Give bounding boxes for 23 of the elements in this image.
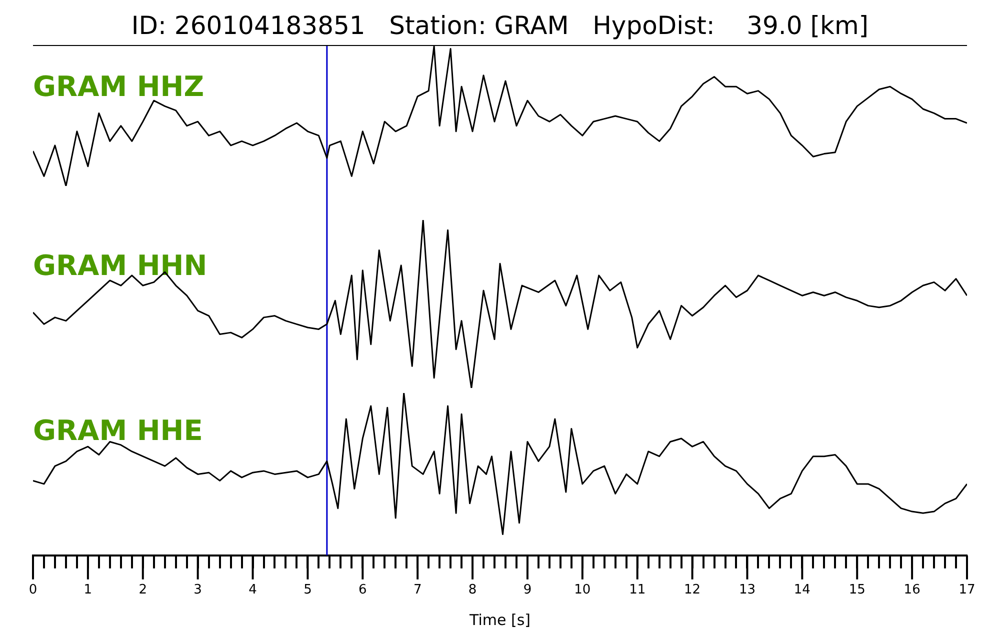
x-tick-label: 12 (684, 582, 701, 598)
x-tick-label: 3 (194, 582, 202, 598)
x-tick-label: 2 (138, 582, 148, 598)
chart-title: ID: 260104183851 Station: GRAM HypoDist: 39.0 [km] (33, 8, 967, 46)
x-tick-label: 8 (468, 582, 477, 598)
x-tick-label: 13 (738, 582, 756, 598)
x-tick-label: 15 (848, 582, 866, 598)
x-tick-label: 4 (248, 582, 257, 598)
series-label: GRAM HHE (33, 414, 203, 447)
series-label: GRAM HHZ (33, 70, 204, 103)
x-tick-label: 1 (84, 582, 92, 598)
x-tick-label: 0 (28, 582, 38, 598)
x-tick-label: 14 (794, 582, 810, 598)
x-tick-label: 6 (358, 582, 367, 598)
x-tick-label: 17 (958, 582, 976, 598)
x-tick-label: 10 (574, 582, 591, 598)
series-label: GRAM HHN (33, 249, 208, 282)
x-tick-label: 7 (413, 582, 422, 598)
x-tick-label: 9 (523, 582, 532, 598)
x-tick-label: 5 (304, 582, 312, 598)
x-axis-title: Time [s] (468, 610, 530, 629)
x-tick-label: 16 (904, 582, 920, 598)
x-tick-label: 11 (629, 582, 646, 598)
